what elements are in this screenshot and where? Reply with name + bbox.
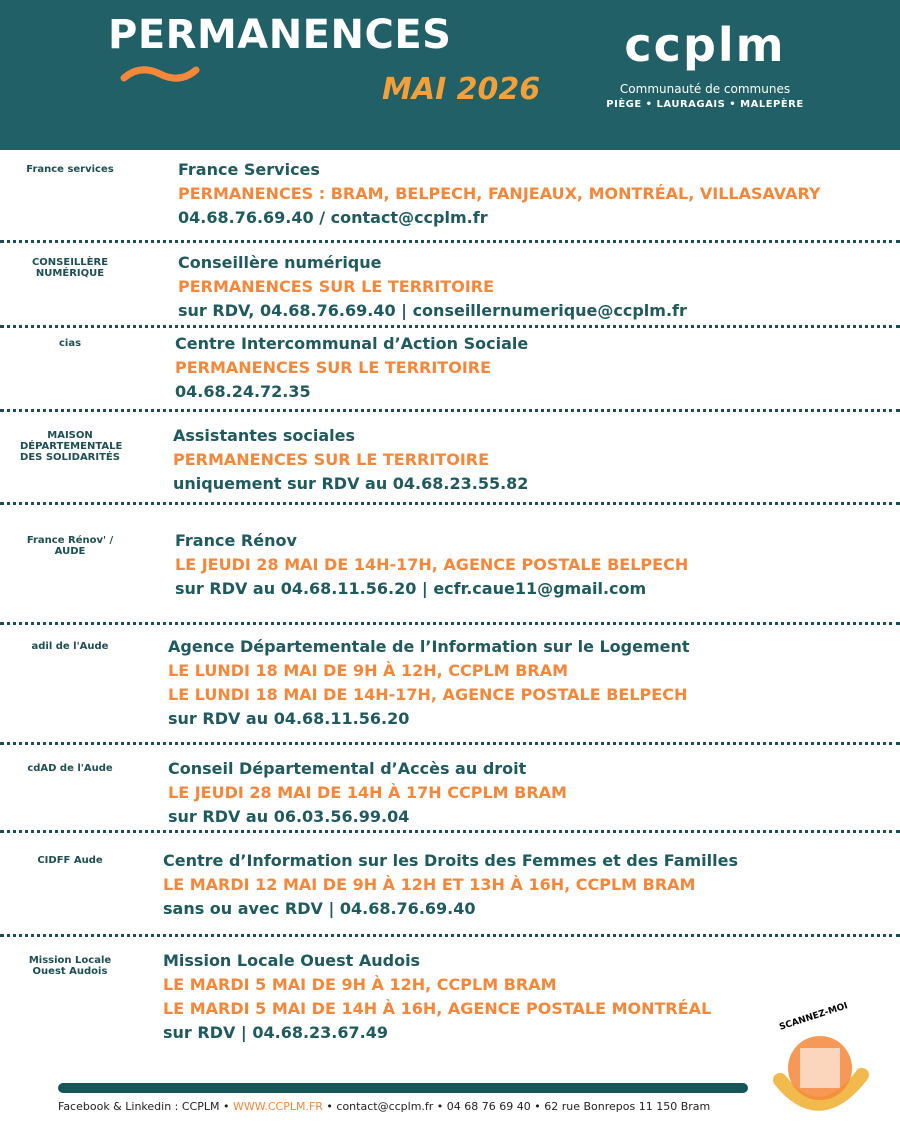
service-contact: sur RDV au 06.03.56.99.04 (168, 807, 410, 826)
footer-social: Facebook & Linkedin : CCPLM • (58, 1100, 233, 1113)
service-contact: sur RDV au 04.68.11.56.20 | ecfr.caue11@… (175, 579, 647, 598)
service-schedule: PERMANENCES SUR LE TERRITOIRE (173, 450, 490, 469)
service-schedule: PERMANENCES : BRAM, BELPECH, FANJEAUX, M… (178, 184, 821, 203)
service-schedule: LE MARDI 5 MAI DE 14H À 16H, AGENCE POST… (163, 999, 712, 1018)
service-section: Mission Locale Ouest Audois Mission Local… (0, 937, 900, 1057)
service-info: Centre d’Information sur les Droits des … (163, 849, 738, 921)
service-logo: France Rénov' / AUDE (26, 535, 114, 557)
service-info: France Rénov LE JEUDI 28 MAI DE 14H-17H, … (175, 529, 688, 601)
service-info: Conseillère numérique PERMANENCES SUR LE … (178, 251, 687, 323)
service-schedule: LE JEUDI 28 MAI DE 14H À 17H CCPLM BRAM (168, 783, 567, 802)
month-label: MAI 2026 (382, 72, 541, 107)
service-section: CIDFF Aude Centre d’Information sur les D… (0, 833, 900, 937)
service-section: adil de l'Aude Agence Départementale de l… (0, 625, 900, 745)
service-info: Agence Départementale de l’Information s… (168, 635, 690, 731)
service-name: Centre Intercommunal d’Action Sociale (175, 334, 529, 353)
service-name: Assistantes sociales (173, 426, 356, 445)
service-schedule: LE LUNDI 18 MAI DE 9H À 12H, CCPLM BRAM (168, 661, 569, 680)
wave-decoration-icon (120, 66, 200, 82)
footer-website-link[interactable]: WWW.CCPLM.FR (232, 1100, 323, 1113)
service-name: Mission Locale Ouest Audois (163, 951, 421, 970)
service-name: Conseillère numérique (178, 253, 382, 272)
service-contact: sans ou avec RDV | 04.68.76.69.40 (163, 899, 476, 918)
service-contact: sur RDV, 04.68.76.69.40 | conseillernume… (178, 301, 687, 320)
page-title: PERMANENCES (108, 12, 452, 58)
service-logo: MAISON DÉPARTEMENTALE DES SOLIDARITÉS (20, 430, 123, 463)
service-info: Centre Intercommunal d’Action Sociale PER… (175, 332, 528, 404)
service-logo: cias (58, 338, 82, 349)
service-info: Conseil Départemental d’Accès au droit LE… (168, 757, 567, 829)
qr-icon (773, 1036, 869, 1111)
service-info: Mission Locale Ouest Audois LE MARDI 5 MA… (163, 949, 711, 1045)
service-logo: adil de l'Aude (31, 641, 109, 652)
service-schedule: LE JEUDI 28 MAI DE 14H-17H, AGENCE POSTA… (175, 555, 689, 574)
service-contact: sur RDV | 04.68.23.67.49 (163, 1023, 388, 1042)
service-section: cias Centre Intercommunal d’Action Social… (0, 328, 900, 412)
footer: Facebook & Linkedin : CCPLM • WWW.CCPLM.… (58, 1100, 710, 1113)
service-section: France services France Services PERMANENCE… (0, 150, 900, 243)
logo-mark: ccplm (624, 18, 786, 72)
service-logo: CONSEILLÈRE NUMÉRIQUE (31, 257, 109, 279)
service-name: Agence Départementale de l’Information s… (168, 637, 690, 656)
service-name: France Rénov (175, 531, 297, 550)
service-schedule: LE MARDI 5 MAI DE 9H À 12H, CCPLM BRAM (163, 975, 557, 994)
footer-bar (58, 1083, 748, 1093)
footer-contact: • contact@ccplm.fr • 04 68 76 69 40 • 62… (322, 1100, 711, 1113)
service-info: Assistantes sociales PERMANENCES SUR LE T… (173, 424, 528, 496)
service-logo: cdAD de l'Aude (27, 763, 113, 774)
logo-line2: PIÈGE • LAURAGAIS • MALEPÈRE (606, 99, 804, 110)
service-schedule: LE MARDI 12 MAI DE 9H À 12H ET 13H À 16H… (163, 875, 696, 894)
service-logo: Mission Locale Ouest Audois (28, 955, 112, 977)
service-section: MAISON DÉPARTEMENTALE DES SOLIDARITÉS Ass… (0, 412, 900, 505)
service-contact: 04.68.76.69.40 / contact@ccplm.fr (178, 208, 488, 227)
service-section: France Rénov' / AUDE France Rénov LE JEUDI… (0, 505, 900, 625)
service-contact: uniquement sur RDV au 04.68.23.55.82 (173, 474, 529, 493)
service-schedule: PERMANENCES SUR LE TERRITOIRE (175, 358, 492, 377)
service-section: CONSEILLÈRE NUMÉRIQUE Conseillère numériq… (0, 243, 900, 328)
service-contact: sur RDV au 04.68.11.56.20 (168, 709, 410, 728)
service-name: Conseil Départemental d’Accès au droit (168, 759, 527, 778)
service-logo: CIDFF Aude (37, 855, 103, 866)
qr-code[interactable]: SCANNEZ-MOI (770, 1001, 870, 1120)
service-section: cdAD de l'Aude Conseil Départemental d’Ac… (0, 745, 900, 833)
service-schedule: LE LUNDI 18 MAI DE 14H-17H, AGENCE POSTA… (168, 685, 688, 704)
service-contact: 04.68.24.72.35 (175, 382, 311, 401)
service-info: France Services PERMANENCES : BRAM, BELPE… (178, 158, 821, 230)
header: PERMANENCES MAI 2026 ccplm Communauté de… (0, 0, 900, 150)
service-name: France Services (178, 160, 320, 179)
service-schedule: PERMANENCES SUR LE TERRITOIRE (178, 277, 495, 296)
logo-line1: Communauté de communes (619, 82, 791, 96)
service-name: Centre d’Information sur les Droits des … (163, 851, 738, 870)
ccplm-logo: ccplm Communauté de communes PIÈGE • LAU… (605, 20, 805, 110)
service-logo: France services (26, 164, 114, 175)
